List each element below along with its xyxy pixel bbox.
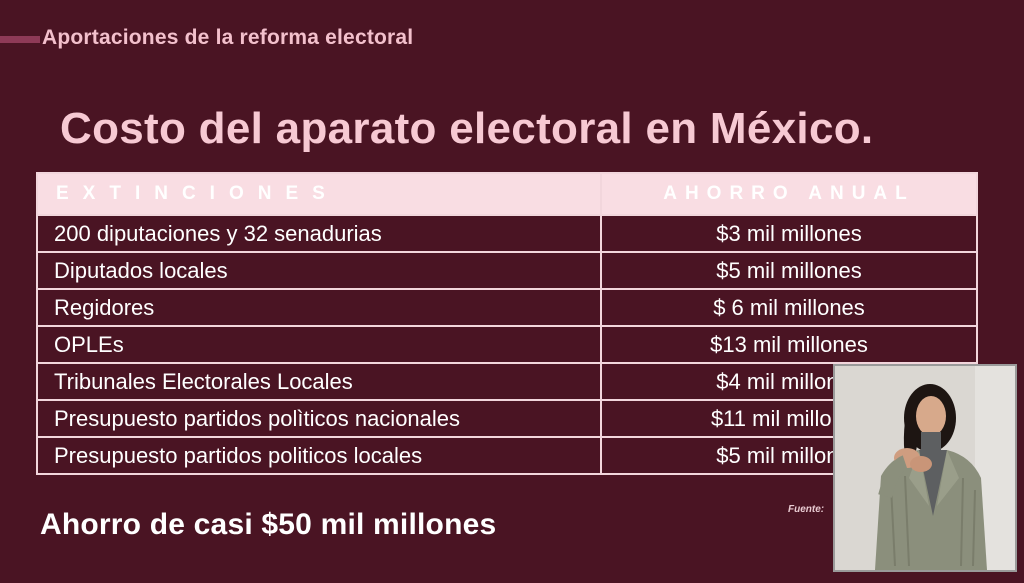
- slide-title: Costo del aparato electoral en México.: [60, 104, 874, 153]
- row-item: Tribunales Electorales Locales: [36, 362, 602, 401]
- table-row: Presupuesto partidos politicos locales $…: [36, 436, 978, 475]
- table-header-row: EXTINCIONES AHORRO ANUAL: [36, 172, 978, 216]
- table-row: OPLEs $13 mil millones: [36, 325, 978, 364]
- table-row: Regidores $ 6 mil millones: [36, 288, 978, 327]
- row-item: Diputados locales: [36, 251, 602, 290]
- column-header-ahorro: AHORRO ANUAL: [600, 172, 978, 216]
- sign-language-interpreter-video: [833, 364, 1017, 572]
- row-item: OPLEs: [36, 325, 602, 364]
- cost-table: EXTINCIONES AHORRO ANUAL 200 diputacione…: [36, 172, 978, 475]
- row-amount: $ 6 mil millones: [600, 288, 978, 327]
- source-label: Fuente:: [788, 504, 825, 515]
- table-row: Diputados locales $5 mil millones: [36, 251, 978, 290]
- row-amount: $13 mil millones: [600, 325, 978, 364]
- row-item: Presupuesto partidos politicos locales: [36, 436, 602, 475]
- accent-bar: [0, 36, 40, 43]
- table-row: 200 diputaciones y 32 senadurias $3 mil …: [36, 214, 978, 253]
- row-item: Regidores: [36, 288, 602, 327]
- row-amount: $5 mil millones: [600, 251, 978, 290]
- section-kicker: Aportaciones de la reforma electoral: [42, 26, 414, 49]
- savings-summary: Ahorro de casi $50 mil millones: [40, 508, 497, 541]
- row-amount: $3 mil millones: [600, 214, 978, 253]
- interpreter-figure: [835, 366, 1015, 570]
- row-item: Presupuesto partidos polìticos nacionale…: [36, 399, 602, 438]
- column-header-extinciones: EXTINCIONES: [36, 172, 602, 216]
- row-item: 200 diputaciones y 32 senadurias: [36, 214, 602, 253]
